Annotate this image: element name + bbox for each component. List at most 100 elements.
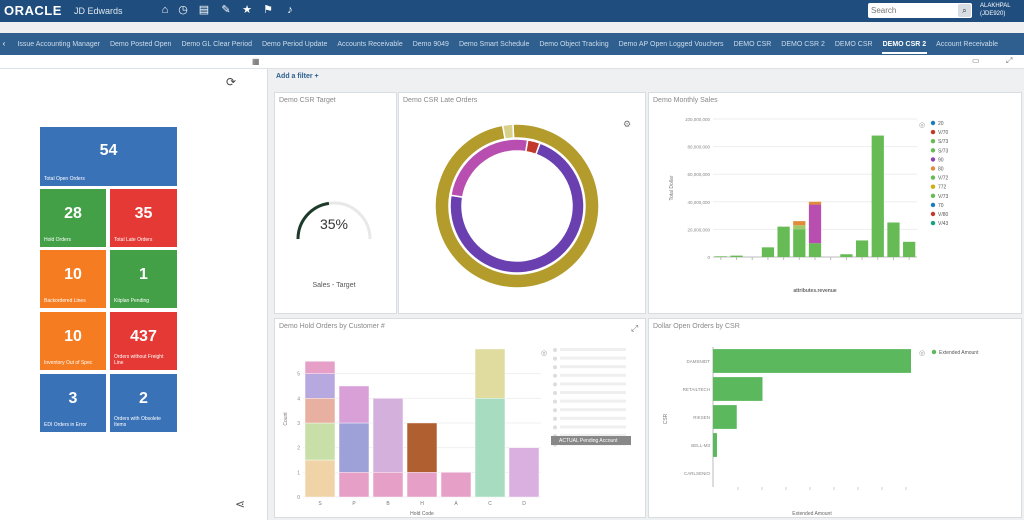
legend-label[interactable]: V/70	[938, 130, 949, 136]
donut-slice[interactable]	[434, 123, 600, 289]
legend-entry[interactable]	[560, 434, 626, 437]
tab-item[interactable]: Issue Accounting Manager	[17, 41, 100, 48]
kpi-tile[interactable]: 10 Inventory Out of Spec	[40, 312, 106, 370]
legend-label[interactable]: S/73	[938, 148, 949, 154]
donut-slice[interactable]	[524, 139, 541, 156]
legend-label[interactable]: 772	[938, 185, 947, 191]
bar-segment[interactable]	[714, 256, 727, 257]
expand-icon[interactable]: ⤢	[1006, 56, 1013, 65]
window-icon[interactable]: ▭	[972, 56, 980, 65]
donut-slice[interactable]	[501, 123, 515, 140]
add-filter-link[interactable]: Add a filter +	[276, 73, 319, 80]
bar-segment[interactable]	[793, 221, 806, 226]
user-menu[interactable]: ALAKHPAL (JDE920)	[980, 2, 1011, 18]
bar-segment[interactable]	[808, 243, 822, 257]
legend-entry[interactable]	[560, 425, 626, 429]
clock-icon[interactable]: ◷	[178, 4, 188, 16]
kpi-tile[interactable]: 3 EDI Orders in Error	[40, 374, 106, 432]
gear-icon[interactable]: ⚙	[623, 119, 632, 129]
tab-item[interactable]: Accounts Receivable	[337, 41, 403, 48]
legend-toggle-icon[interactable]: ◎	[541, 350, 547, 357]
bar-segment[interactable]	[304, 361, 336, 374]
tab-item[interactable]: Demo Posted Open	[109, 41, 172, 48]
legend-entry[interactable]	[560, 373, 626, 377]
legend-entry[interactable]	[560, 399, 626, 403]
kpi-tile[interactable]: 54 Total Open Orders	[40, 127, 177, 186]
legend-label[interactable]: 80	[938, 167, 944, 173]
bar-segment[interactable]	[304, 422, 336, 461]
tab-item[interactable]: Demo GL Clear Period	[181, 41, 252, 48]
bar-segment[interactable]	[871, 135, 884, 257]
share-icon[interactable]: ⋖	[234, 497, 246, 511]
legend-label[interactable]: 70	[938, 203, 944, 209]
csr-bar[interactable]	[713, 377, 763, 401]
chevron-left-icon[interactable]: ‹	[2, 39, 6, 48]
refresh-icon[interactable]: ⟳	[225, 75, 237, 89]
legend-entry[interactable]	[560, 365, 626, 369]
tab-item[interactable]: Demo AP Open Logged Vouchers	[618, 41, 724, 48]
legend-label[interactable]: 90	[938, 157, 944, 163]
tab-item[interactable]: Demo Smart Schedule	[458, 41, 530, 48]
legend-label[interactable]: V/43	[938, 221, 949, 227]
kpi-tile[interactable]: 2 Orders with Obsolete Items	[110, 374, 177, 432]
legend-entry[interactable]	[560, 416, 626, 420]
legend-label[interactable]: V/80	[938, 212, 949, 218]
star-icon[interactable]: ★	[242, 4, 252, 16]
legend-label[interactable]: S/73	[938, 139, 949, 145]
search-input[interactable]	[871, 4, 951, 17]
tab-item[interactable]: Account Receivable	[936, 41, 999, 48]
legend-entry[interactable]	[560, 382, 626, 386]
bar-segment[interactable]	[761, 247, 775, 257]
list-icon[interactable]: ▤	[198, 4, 210, 16]
tab-item[interactable]: DEMO CSR	[733, 41, 772, 48]
kpi-tile[interactable]: 10 Backordered Lines	[40, 250, 106, 308]
bar-segment[interactable]	[777, 226, 790, 257]
bar-segment[interactable]	[304, 373, 336, 399]
tab-item[interactable]: Demo Object Tracking	[539, 41, 609, 48]
bar-segment[interactable]	[338, 472, 370, 498]
bar-segment[interactable]	[406, 472, 438, 498]
tab-item[interactable]: DEMO CSR 2	[781, 41, 825, 48]
csr-bar[interactable]	[713, 349, 911, 373]
kpi-tile[interactable]: 35 Total Late Orders	[110, 189, 177, 247]
tab-item[interactable]: DEMO CSR	[834, 41, 873, 48]
bar-segment[interactable]	[793, 225, 806, 230]
tab-item[interactable]: Demo Period Update	[261, 41, 328, 48]
bar-segment[interactable]	[372, 472, 404, 498]
bar-segment[interactable]	[338, 385, 370, 424]
legend-entry[interactable]	[560, 391, 626, 394]
legend-toggle-icon[interactable]: ◎	[919, 122, 925, 129]
expand-icon[interactable]: ⤢	[631, 323, 639, 333]
tab-item[interactable]: DEMO CSR 2	[878, 34, 932, 55]
bell-icon[interactable]: ♪	[287, 4, 293, 16]
bar-segment[interactable]	[808, 204, 822, 244]
legend-label[interactable]: Extended Amount	[939, 350, 979, 356]
kpi-tile[interactable]: 28 Hold Orders	[40, 189, 106, 247]
bar-segment[interactable]	[304, 459, 336, 498]
legend-entry[interactable]	[560, 356, 626, 360]
kpi-tile[interactable]: 437 Orders without Freight Line	[110, 312, 177, 370]
tab-item[interactable]: Demo 9049	[412, 41, 449, 48]
flag-icon[interactable]: ⚑	[263, 4, 273, 16]
bar-segment[interactable]	[474, 348, 506, 399]
legend-label[interactable]: V/72	[938, 176, 949, 182]
bar-segment[interactable]	[855, 240, 869, 257]
bar-segment[interactable]	[887, 222, 900, 258]
legend-toggle-icon[interactable]: ◎	[919, 350, 925, 357]
legend-entry[interactable]	[560, 348, 626, 351]
home-icon[interactable]: ⌂	[161, 4, 169, 16]
edit-icon[interactable]: ✎	[221, 4, 231, 16]
csr-bar[interactable]	[713, 433, 717, 457]
bar-segment[interactable]	[372, 398, 404, 473]
bar-segment[interactable]	[793, 229, 806, 257]
bar-segment[interactable]	[508, 447, 540, 498]
bar-segment[interactable]	[406, 422, 438, 473]
legend-entry[interactable]	[560, 408, 626, 412]
bar-segment[interactable]	[808, 201, 822, 205]
bar-segment[interactable]	[730, 255, 743, 257]
legend-label[interactable]: V/73	[938, 194, 949, 200]
legend-label[interactable]: 20	[938, 121, 944, 127]
csr-bar[interactable]	[713, 405, 737, 429]
bar-segment[interactable]	[440, 472, 472, 498]
search-icon[interactable]: ⌕	[958, 4, 971, 17]
